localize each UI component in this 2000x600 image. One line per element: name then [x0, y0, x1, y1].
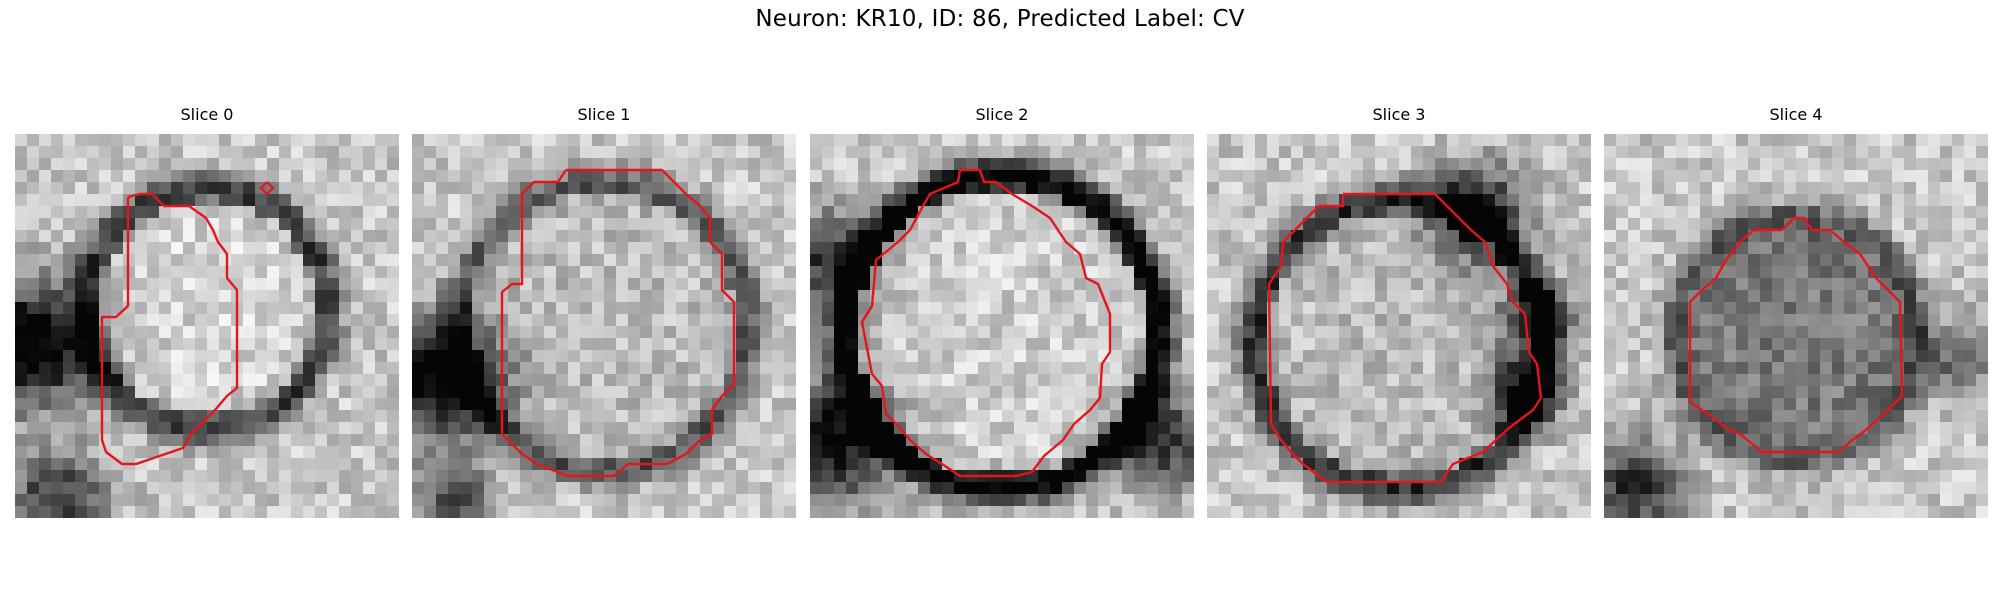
roi-contour-0	[100, 181, 275, 466]
slice-panel-2: Slice 2	[810, 104, 1194, 518]
slice-title-0: Slice 0	[180, 105, 234, 124]
roi-contour-2	[860, 168, 1112, 478]
slice-title-3: Slice 3	[1372, 105, 1426, 124]
roi-contour-3	[1267, 192, 1543, 484]
slice-image-4	[1604, 134, 1988, 518]
roi-contour-4	[1688, 216, 1904, 454]
slice-image-1	[412, 134, 796, 518]
roi-contour-1	[500, 168, 736, 478]
slice-panel-3: Slice 3	[1207, 104, 1591, 518]
slice-title-2: Slice 2	[975, 105, 1029, 124]
slice-title-1: Slice 1	[577, 105, 631, 124]
figure-title: Neuron: KR10, ID: 86, Predicted Label: C…	[755, 6, 1245, 32]
slice-panel-1: Slice 1	[412, 104, 796, 518]
slice-panel-0: Slice 0	[15, 104, 399, 518]
slice-panel-4: Slice 4	[1604, 104, 1988, 518]
slice-image-2	[810, 134, 1194, 518]
slice-title-4: Slice 4	[1769, 105, 1823, 124]
slice-image-0	[15, 134, 399, 518]
